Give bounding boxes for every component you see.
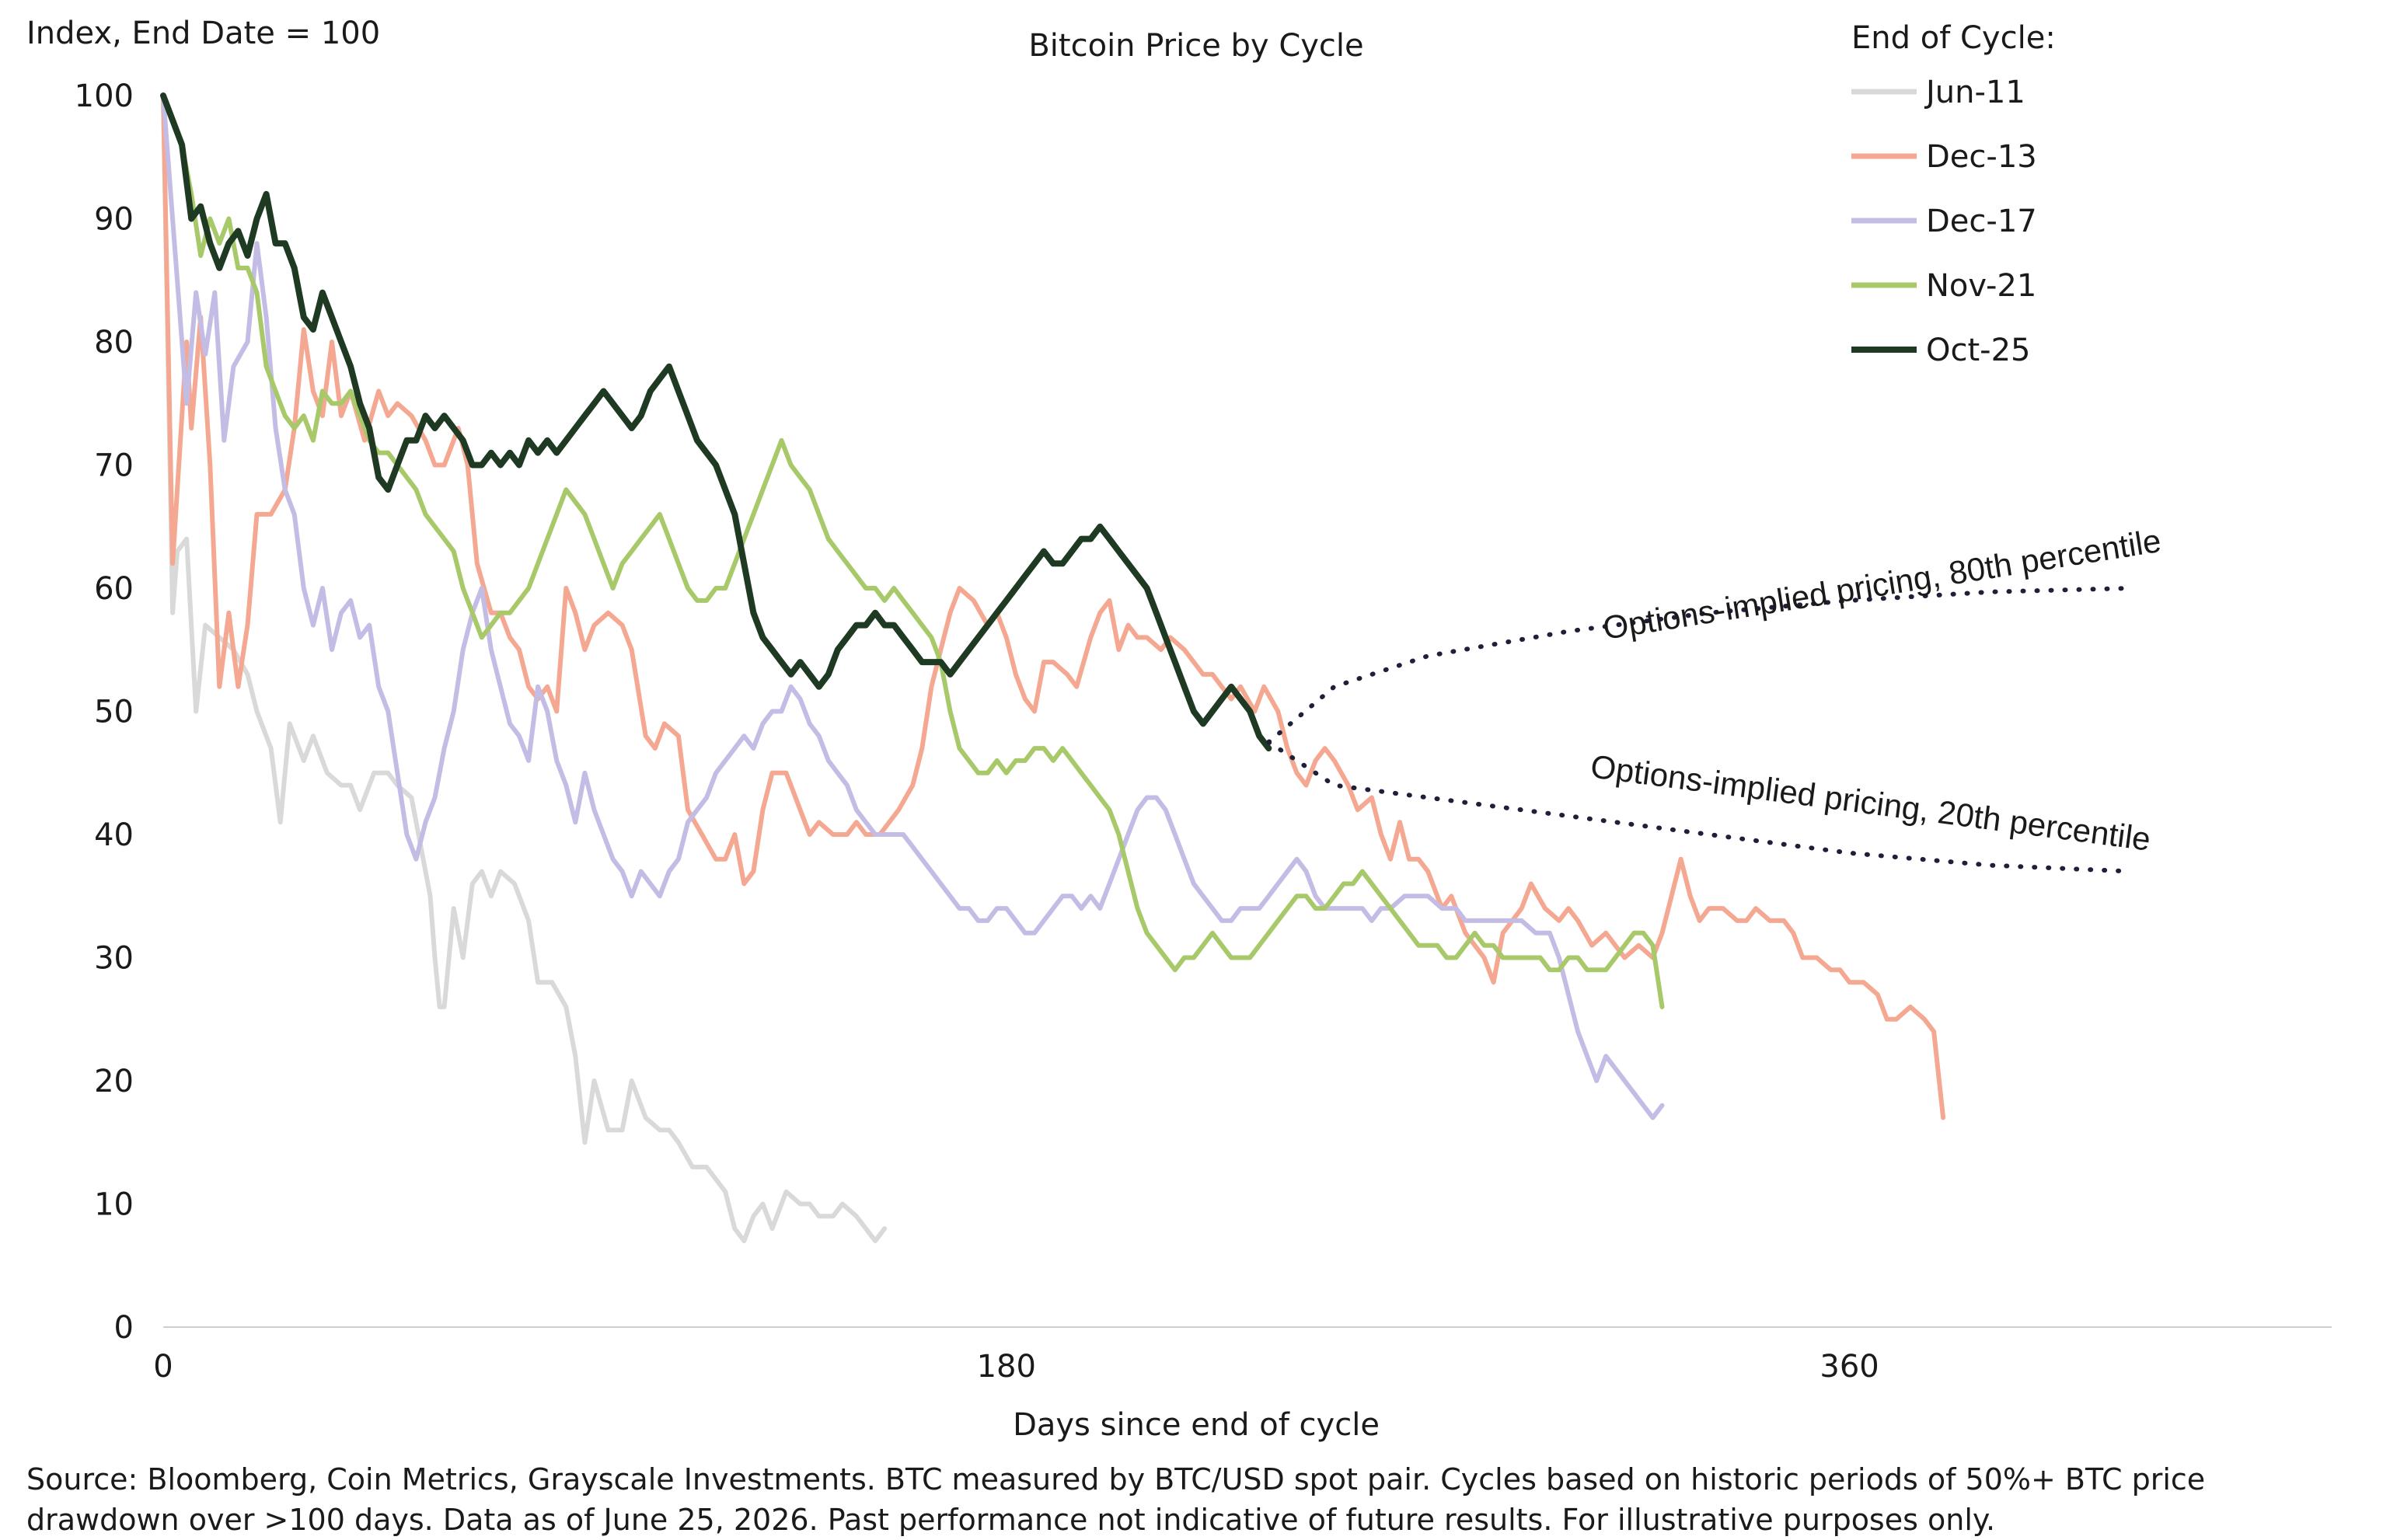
x-tick-label-2: 360 <box>1820 1349 1879 1385</box>
series-line-dec-13 <box>161 93 1946 1120</box>
x-axis-label: Days since end of cycle <box>1013 1407 1380 1443</box>
y-tick-label-10: 100 <box>75 78 134 114</box>
x-tick-label-1: 180 <box>977 1349 1036 1385</box>
legend-label-dec-13: Dec-13 <box>1926 139 2037 175</box>
y-tick-label-5: 50 <box>94 695 134 730</box>
x-tick-label-0: 0 <box>153 1349 173 1385</box>
y-tick-label-7: 70 <box>94 448 134 484</box>
projection-line-1 <box>1266 740 2134 874</box>
legend: Jun-11 Dec-13 Dec-17 Nov-21 Oct-25 <box>1851 75 2037 368</box>
y-tick-label-1: 10 <box>94 1187 134 1223</box>
projection-label-80th: Options-implied pricing, 80th percentile <box>1600 522 2163 646</box>
series-line-dec-17 <box>161 93 1665 1120</box>
series-lines <box>160 92 1946 1243</box>
y-axis-label: Index, End Date = 100 <box>26 16 380 51</box>
x-axis: 0 180 360 <box>153 1349 1879 1385</box>
projection-lines <box>1266 586 2134 874</box>
legend-label-jun-11: Jun-11 <box>1924 75 2025 110</box>
y-tick-label-4: 40 <box>94 817 134 853</box>
projection-label-20th: Options-implied pricing, 20th percentile <box>1589 747 2153 857</box>
series-line-jun-11 <box>161 93 888 1243</box>
legend-label-oct-25: Oct-25 <box>1926 333 2031 368</box>
source-note: Source: Bloomberg, Coin Metrics, Graysca… <box>26 1462 2206 1537</box>
y-tick-label-2: 20 <box>94 1064 134 1099</box>
series-line-nov-21 <box>161 93 1665 1009</box>
y-tick-label-3: 30 <box>94 941 134 977</box>
chart-title: Bitcoin Price by Cycle <box>1028 28 1363 64</box>
projection-line-0 <box>1266 586 2134 745</box>
y-axis: 0 10 20 30 40 50 60 70 80 90 100 <box>75 78 134 1346</box>
bitcoin-cycle-chart: Index, End Date = 100 Bitcoin Price by C… <box>26 16 2332 1443</box>
legend-title: End of Cycle: <box>1851 20 2056 56</box>
y-tick-label-8: 80 <box>94 325 134 361</box>
legend-label-dec-17: Dec-17 <box>1926 204 2037 239</box>
y-tick-label-0: 0 <box>114 1310 134 1346</box>
series-line-oct-25 <box>160 92 1272 752</box>
y-tick-label-9: 90 <box>94 202 134 238</box>
y-tick-label-6: 60 <box>94 571 134 607</box>
legend-label-nov-21: Nov-21 <box>1926 268 2036 304</box>
